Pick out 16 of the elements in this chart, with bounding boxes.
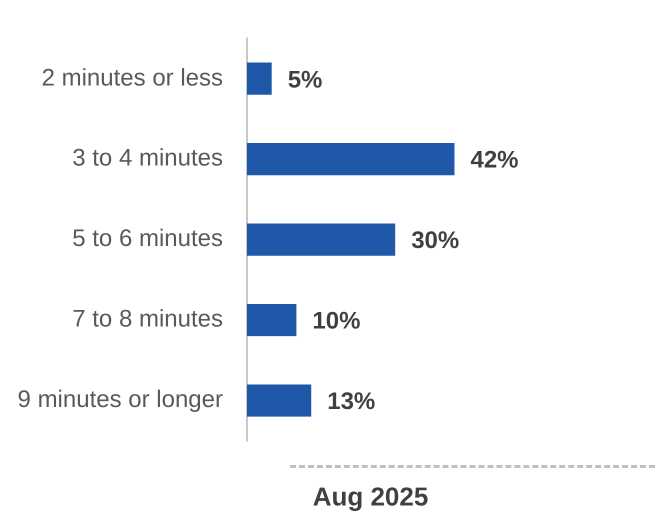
bar: [247, 143, 454, 176]
y-tick-label: 9 minutes or longer: [18, 386, 223, 414]
bar: [247, 304, 296, 336]
bar: [247, 62, 272, 95]
bar: [247, 384, 312, 417]
y-tick-label: 5 to 6 minutes: [72, 225, 223, 252]
bar: [247, 224, 396, 256]
data-label: 5%: [288, 66, 322, 94]
y-tick-label: 7 to 8 minutes: [72, 306, 223, 333]
data-label: 42%: [470, 146, 519, 174]
data-label: 13%: [327, 388, 376, 416]
data-label: 10%: [312, 308, 360, 335]
y-tick-label: 2 minutes or less: [42, 64, 223, 92]
y-tick-label: 3 to 4 minutes: [72, 144, 223, 172]
x-axis-title: Aug 2025: [312, 482, 428, 512]
data-label: 30%: [411, 227, 460, 254]
